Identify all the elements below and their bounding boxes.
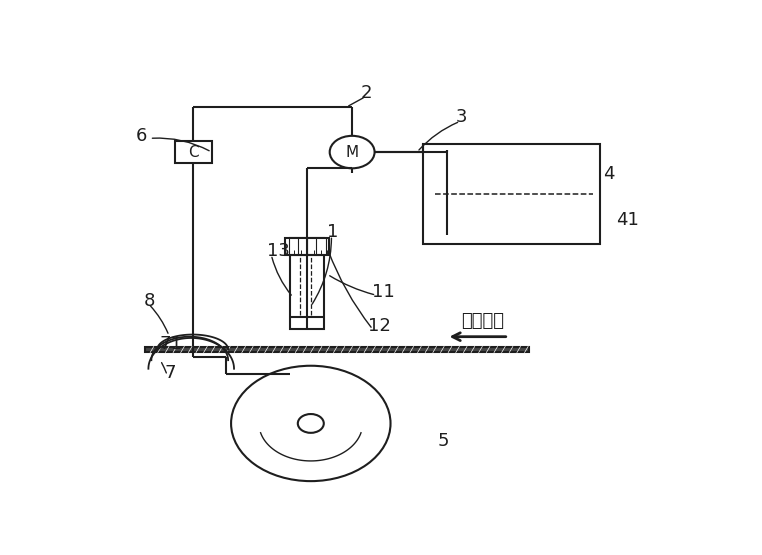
Text: 7: 7 [165,364,177,382]
Text: 5: 5 [437,432,450,450]
Bar [286,238,329,255]
Text: 涂布方向: 涂布方向 [462,312,504,330]
Text: 8: 8 [144,292,155,310]
Bar [146,346,530,352]
Text: 1: 1 [327,224,338,241]
Text: 4: 4 [604,165,615,183]
Text: 3: 3 [456,108,467,126]
Text: 41: 41 [616,210,639,229]
Bar [423,144,600,244]
Circle shape [330,136,375,168]
Text: 12: 12 [368,317,391,335]
Text: C: C [188,144,199,160]
Text: 13: 13 [267,242,290,260]
Text: M: M [346,144,359,160]
Text: 2: 2 [361,84,373,102]
Bar [175,141,212,163]
Text: 6: 6 [136,127,147,145]
Bar [290,238,325,330]
Circle shape [298,414,324,433]
Text: 71: 71 [159,335,182,352]
Circle shape [231,366,390,481]
Text: 11: 11 [372,283,395,301]
